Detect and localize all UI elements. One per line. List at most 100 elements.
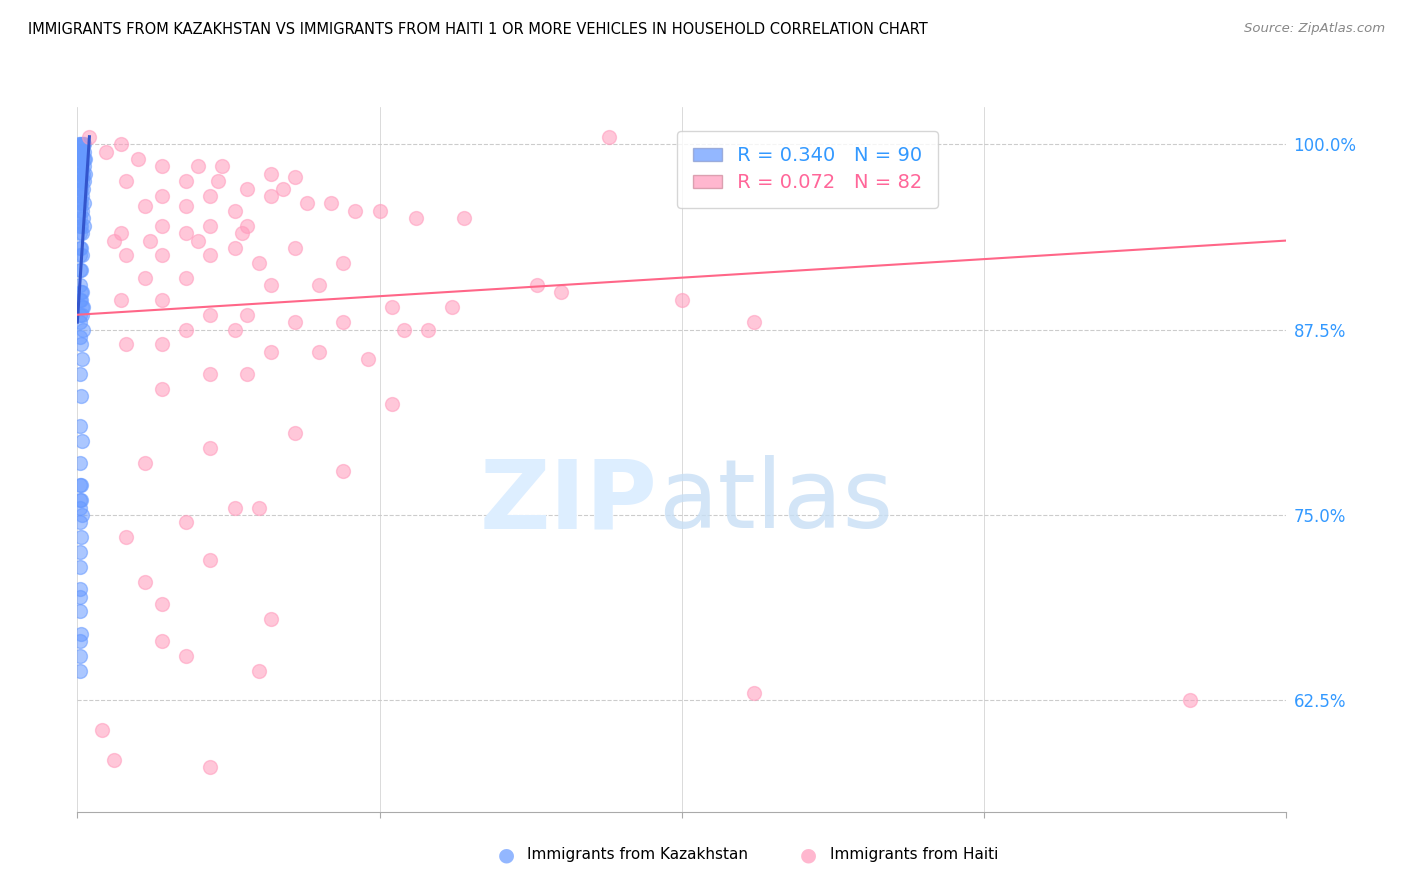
Point	[69, 493, 91, 508]
Point	[70, 174, 93, 188]
Point	[224, 203, 246, 218]
Point	[69, 160, 91, 174]
Point	[69, 315, 91, 329]
Point	[284, 426, 307, 441]
Point	[598, 129, 620, 144]
Point	[69, 560, 91, 574]
Point	[308, 278, 330, 293]
Point	[114, 174, 136, 188]
Point	[284, 241, 307, 255]
Point	[69, 189, 91, 203]
Point	[134, 199, 156, 213]
Point	[235, 219, 257, 233]
Point	[69, 196, 91, 211]
Text: Immigrants from Kazakhstan: Immigrants from Kazakhstan	[527, 847, 748, 862]
Point	[150, 634, 173, 648]
Point	[69, 278, 91, 293]
Point	[69, 211, 91, 226]
Point	[211, 160, 233, 174]
Point	[70, 145, 93, 159]
Point	[110, 226, 132, 240]
Point	[73, 137, 96, 152]
Point	[174, 322, 197, 336]
Point	[110, 137, 132, 152]
Point	[260, 167, 283, 181]
Point	[69, 478, 91, 492]
Point	[70, 285, 93, 300]
Point	[550, 285, 572, 300]
Point	[70, 352, 93, 367]
Point	[150, 248, 173, 262]
Point	[441, 301, 464, 315]
Point	[72, 181, 94, 195]
Point	[69, 516, 91, 530]
Point	[368, 203, 391, 218]
Point	[405, 211, 427, 226]
Point	[69, 219, 91, 233]
Point	[284, 169, 307, 184]
Point	[200, 760, 222, 774]
Point	[69, 263, 91, 277]
Point	[69, 285, 91, 300]
Point	[200, 189, 222, 203]
Point	[174, 199, 197, 213]
Point	[103, 234, 125, 248]
Point	[1178, 693, 1201, 707]
Text: ZIP: ZIP	[479, 455, 658, 549]
Point	[69, 389, 91, 403]
Point	[72, 137, 94, 152]
Text: Source: ZipAtlas.com: Source: ZipAtlas.com	[1244, 22, 1385, 36]
Point	[174, 648, 197, 663]
Point	[69, 241, 91, 255]
Point	[70, 434, 93, 448]
Text: ●: ●	[800, 845, 817, 864]
Point	[69, 293, 91, 307]
Point	[134, 574, 156, 589]
Point	[69, 330, 91, 344]
Point	[69, 196, 91, 211]
Point	[72, 152, 94, 166]
Point	[187, 234, 209, 248]
Point	[526, 278, 548, 293]
Point	[69, 263, 91, 277]
Point	[260, 278, 283, 293]
Point	[70, 308, 93, 322]
Point	[200, 308, 222, 322]
Point	[73, 219, 96, 233]
Point	[67, 145, 90, 159]
Point	[75, 167, 97, 181]
Point	[69, 248, 91, 262]
Point	[69, 181, 91, 195]
Point	[247, 256, 270, 270]
Point	[69, 337, 91, 351]
Point	[344, 203, 367, 218]
Point	[69, 419, 91, 434]
Point	[271, 181, 294, 195]
Point	[72, 322, 94, 336]
Point	[127, 152, 149, 166]
Point	[69, 500, 91, 515]
Point	[200, 442, 222, 456]
Point	[200, 367, 222, 381]
Point	[174, 516, 197, 530]
Point	[224, 322, 246, 336]
Point	[207, 174, 229, 188]
Point	[332, 256, 354, 270]
Point	[69, 582, 91, 597]
Point	[69, 626, 91, 640]
Point	[150, 219, 173, 233]
Point	[247, 500, 270, 515]
Point	[70, 301, 93, 315]
Point	[73, 174, 96, 188]
Point	[72, 301, 94, 315]
Point	[332, 463, 354, 477]
Point	[332, 315, 354, 329]
Point	[134, 270, 156, 285]
Point	[200, 552, 222, 566]
Point	[69, 648, 91, 663]
Point	[247, 664, 270, 678]
Point	[150, 160, 173, 174]
Point	[744, 686, 766, 700]
Point	[392, 322, 415, 336]
Point	[744, 315, 766, 329]
